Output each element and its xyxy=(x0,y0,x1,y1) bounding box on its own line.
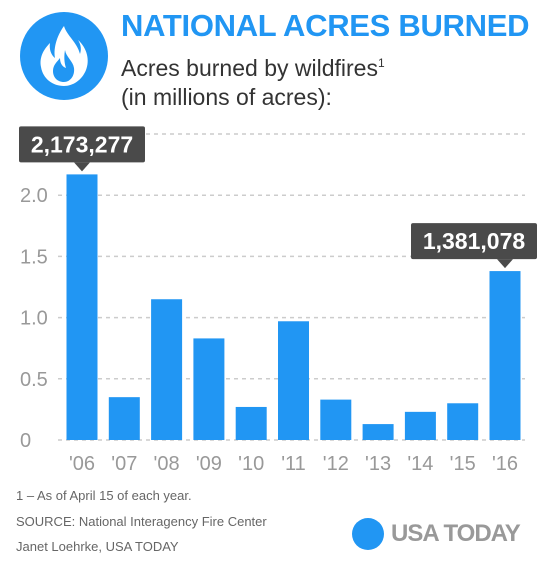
x-tick-label: '15 xyxy=(450,453,476,475)
bar xyxy=(404,411,436,440)
callout-box xyxy=(19,126,145,163)
y-tick-label: 0.5 xyxy=(20,369,48,391)
bar xyxy=(447,403,479,440)
x-tick-label: '11 xyxy=(281,453,306,475)
credit-line: Janet Loehrke, USA TODAY xyxy=(16,539,179,554)
x-tick-label: '09 xyxy=(196,453,222,475)
source-note: SOURCE: National Interagency Fire Center xyxy=(16,514,267,529)
chart-subtitle: Acres burned by wildfires1 (in millions … xyxy=(121,54,385,112)
data-label: 2,173,277 xyxy=(31,131,133,157)
bar xyxy=(235,406,267,440)
y-tick-label: 1.0 xyxy=(20,308,48,330)
x-tick-label: '06 xyxy=(69,453,95,475)
x-tick-label: '16 xyxy=(492,453,518,475)
x-tick-label: '08 xyxy=(154,453,180,475)
brand-name: USA TODAY xyxy=(391,520,521,547)
y-tick-label: 2.0 xyxy=(20,185,48,207)
footnote-marker: 1 xyxy=(377,56,385,70)
x-tick-label: '10 xyxy=(238,453,264,475)
x-tick-label: '14 xyxy=(407,453,433,475)
bar xyxy=(489,271,521,440)
bar xyxy=(193,338,225,440)
callout-pointer xyxy=(497,259,513,269)
header: NATIONAL ACRES BURNED Acres burned by wi… xyxy=(0,0,541,115)
chart-title: NATIONAL ACRES BURNED xyxy=(121,8,530,43)
subtitle-line-2: (in millions of acres): xyxy=(121,84,332,110)
bar xyxy=(108,397,140,440)
brand-dot-icon xyxy=(352,518,384,550)
callout-pointer xyxy=(74,162,90,172)
bar xyxy=(151,299,183,440)
bar xyxy=(320,399,352,440)
bar xyxy=(66,174,98,440)
y-tick-label: 0 xyxy=(20,430,31,452)
data-label: 1,381,078 xyxy=(423,228,526,254)
x-tick-label: '07 xyxy=(111,453,137,475)
y-tick-label: 1.5 xyxy=(20,246,48,268)
brand-logo: USA TODAY xyxy=(352,518,532,550)
flame-icon xyxy=(20,12,108,100)
bar xyxy=(278,321,309,440)
callout-box xyxy=(411,223,537,260)
subtitle-line-1: Acres burned by wildfires xyxy=(121,55,378,81)
bar xyxy=(362,424,394,440)
footnote: 1 – As of April 15 of each year. xyxy=(16,488,192,503)
x-tick-label: '13 xyxy=(365,453,391,475)
bar-chart: 00.51.01.52.02.5'06'07'08'09'10'11'12'13… xyxy=(19,124,537,475)
x-tick-label: '12 xyxy=(323,453,349,475)
